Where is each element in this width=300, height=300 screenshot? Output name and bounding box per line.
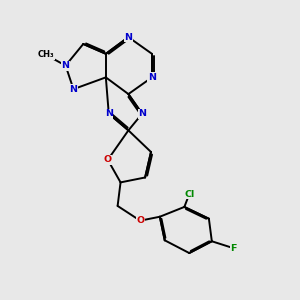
Text: O: O [104,155,112,164]
Text: Cl: Cl [184,190,194,199]
Text: N: N [61,61,70,70]
Text: N: N [69,85,77,94]
Text: CH₃: CH₃ [38,50,54,59]
Text: O: O [136,216,144,225]
Text: N: N [148,73,156,82]
Text: N: N [138,109,146,118]
Text: F: F [230,244,237,253]
Text: N: N [124,33,132,42]
Text: N: N [105,109,113,118]
